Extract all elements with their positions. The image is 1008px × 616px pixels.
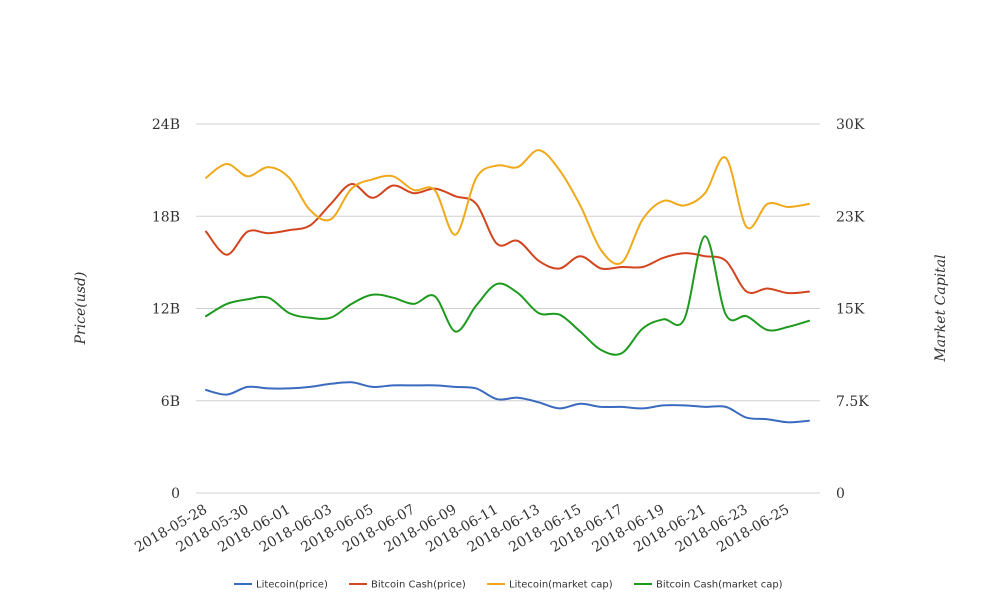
y-axis-right-ticks: 0 7.5K 15K 23K 30K bbox=[836, 117, 869, 502]
series-line-bitcoin-cash-market-cap bbox=[205, 235, 810, 356]
y-left-tick-label: 24B bbox=[152, 117, 180, 133]
y-axis-left-ticks: 0 6B 12B 18B 24B bbox=[152, 117, 180, 502]
series-line-litecoin-market-cap bbox=[205, 149, 810, 265]
legend-label: Bitcoin Cash(price) bbox=[371, 580, 466, 591]
y-axis-right-title: Market Capital bbox=[933, 254, 949, 362]
y-axis-left-title: Price(usd) bbox=[73, 272, 89, 346]
y-left-tick-label: 0 bbox=[171, 486, 180, 502]
y-left-tick-label: 6B bbox=[161, 394, 180, 410]
series-lines bbox=[205, 149, 810, 424]
y-left-tick-label: 12B bbox=[152, 302, 180, 318]
y-right-tick-label: 15K bbox=[836, 302, 865, 318]
y-left-tick-label: 18B bbox=[152, 209, 180, 225]
y-right-tick-label: 30K bbox=[836, 117, 865, 133]
grid-lines bbox=[196, 123, 820, 494]
legend-label: Litecoin(price) bbox=[256, 580, 328, 591]
legend: Litecoin(price) Bitcoin Cash(price) Liteco… bbox=[234, 580, 783, 591]
y-right-tick-label: 7.5K bbox=[836, 394, 869, 410]
legend-label: Bitcoin Cash(market cap) bbox=[656, 580, 783, 591]
x-axis-ticks: 2018-05-282018-05-302018-06-012018-06-03… bbox=[132, 502, 792, 556]
y-right-tick-label: 0 bbox=[836, 486, 845, 502]
y-right-tick-label: 23K bbox=[836, 209, 865, 225]
legend-label: Litecoin(market cap) bbox=[509, 580, 613, 591]
series-line-litecoin-price bbox=[205, 381, 810, 424]
series-line-bitcoin-cash-price bbox=[205, 183, 810, 295]
